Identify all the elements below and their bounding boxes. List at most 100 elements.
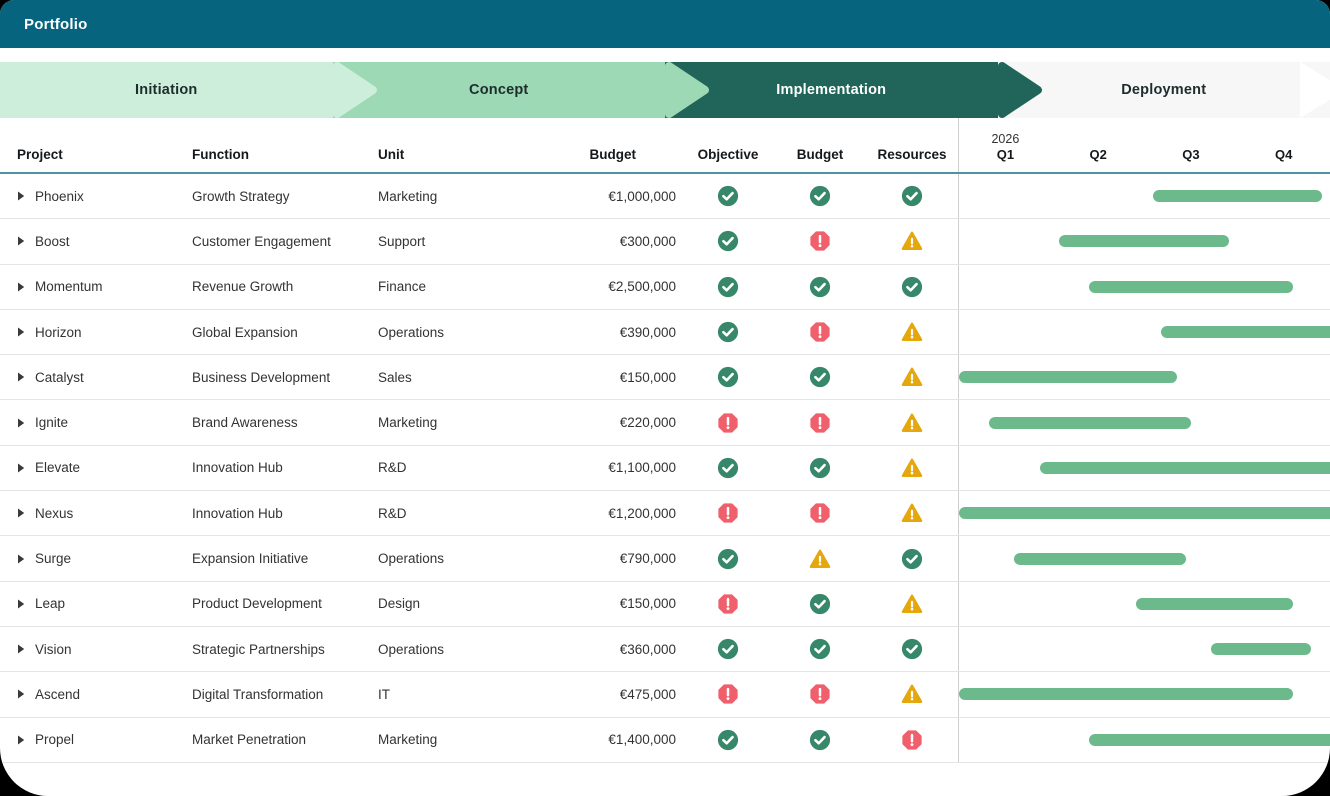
function-cell: Expansion Initiative [192, 551, 309, 567]
resources-status-ok [866, 185, 958, 207]
table-row[interactable]: Ascend Digital Transformation IT €475,00… [0, 672, 1330, 718]
table-row[interactable]: Elevate Innovation Hub R&D €1,100,000 [0, 445, 1330, 492]
phase-concept[interactable]: Concept [332, 62, 709, 118]
table-row[interactable]: Horizon Global Expansion Operations €390… [0, 309, 1330, 356]
column-header-budget: Budget [589, 147, 637, 162]
table-row[interactable]: Catalyst Business Development Sales €150… [0, 355, 1330, 401]
function-cell: Innovation Hub [192, 505, 283, 521]
gantt-cell [958, 445, 1330, 491]
budget-cell: €1,000,000 [608, 188, 676, 204]
resources-status-warn [866, 683, 958, 705]
unit-cell: Finance [378, 279, 427, 295]
quarter-label-q3: Q3 [1182, 147, 1200, 162]
table-row[interactable]: Propel Market Penetration Marketing €1,4… [0, 717, 1330, 763]
gantt-bar[interactable] [959, 507, 1330, 520]
status-ok-icon [717, 231, 739, 252]
gantt-bar[interactable] [1059, 235, 1230, 248]
status-ok-icon [717, 729, 739, 750]
table-row[interactable]: Surge Expansion Initiative Operations €7… [0, 536, 1330, 582]
status-ok-icon [717, 186, 739, 207]
objective-status-alert [682, 683, 774, 705]
unit-cell: Operations [378, 551, 445, 567]
table-row[interactable]: Momentum Revenue Growth Finance €2,500,0… [0, 264, 1330, 310]
status-ok-icon [717, 457, 739, 479]
resources-status-warn [866, 321, 958, 343]
project-name: Propel [35, 732, 75, 748]
column-header-objective: Objective [697, 147, 759, 162]
gantt-cell [958, 264, 1330, 309]
expand-row-icon[interactable] [17, 282, 25, 292]
phase-label: Implementation [776, 82, 887, 98]
budget-cell: €2,500,000 [608, 279, 676, 295]
status-warn-icon [901, 503, 923, 523]
phase-initiation[interactable]: Initiation [0, 62, 377, 118]
gantt-bar[interactable] [1088, 280, 1293, 293]
table-row[interactable]: Nexus Innovation Hub R&D €1,200,000 [0, 491, 1330, 537]
expand-row-icon[interactable] [17, 554, 25, 564]
gantt-bar[interactable] [1136, 597, 1293, 610]
gantt-bar[interactable] [1161, 326, 1330, 339]
unit-cell: Operations [378, 324, 445, 340]
unit-cell: IT [378, 686, 390, 702]
gantt-bar[interactable] [1088, 733, 1330, 746]
objective-status-ok [682, 230, 774, 252]
table-row[interactable]: Vision Strategic Partnerships Operations… [0, 626, 1330, 673]
gantt-bar[interactable] [1152, 190, 1322, 203]
app-header: Portfolio [0, 0, 1330, 48]
expand-row-icon[interactable] [17, 689, 25, 699]
year-label: 2026 [991, 132, 1020, 146]
column-header-budget-status: Budget [796, 147, 844, 162]
gantt-bar[interactable] [1013, 552, 1187, 565]
expand-row-icon[interactable] [17, 327, 25, 337]
quarter-label-q1: Q1 [996, 147, 1015, 162]
quarter-labels: Q1 Q2 Q3 Q4 [959, 147, 1330, 172]
gantt-bar[interactable] [959, 371, 1178, 384]
phase-deployment[interactable]: Deployment [997, 62, 1330, 118]
budget-cell: €475,000 [619, 686, 676, 702]
expand-row-icon[interactable] [17, 644, 25, 654]
expand-row-icon[interactable] [17, 599, 25, 609]
table-row[interactable]: Leap Product Development Design €150,000 [0, 581, 1330, 627]
budget-cell: €390,000 [619, 324, 676, 340]
objective-status-ok [682, 185, 774, 207]
status-ok-icon [809, 457, 831, 479]
table-row[interactable]: Ignite Brand Awareness Marketing €220,00… [0, 400, 1330, 446]
objective-status-ok [682, 548, 774, 570]
expand-row-icon[interactable] [17, 463, 25, 473]
status-warn-icon [901, 594, 923, 613]
unit-cell: Operations [378, 641, 445, 657]
gantt-cell [958, 536, 1330, 581]
expand-row-icon[interactable] [17, 735, 25, 745]
budget-cell: €360,000 [619, 641, 676, 657]
expand-row-icon[interactable] [17, 372, 25, 382]
gantt-bar[interactable] [959, 688, 1293, 701]
status-warn-icon [901, 367, 923, 387]
phase-implementation[interactable]: Implementation [665, 62, 1042, 118]
gantt-cell [958, 219, 1330, 264]
budget-cell: €1,200,000 [608, 505, 676, 521]
gantt-cell [958, 355, 1330, 400]
status-ok-icon [717, 321, 739, 343]
gantt-bar[interactable] [1039, 461, 1330, 474]
status-ok-icon [901, 276, 923, 297]
expand-row-icon[interactable] [17, 418, 25, 428]
table-row[interactable]: Phoenix Growth Strategy Marketing €1,000… [0, 174, 1330, 220]
table-row[interactable]: Boost Customer Engagement Support €300,0… [0, 219, 1330, 265]
project-name: Momentum [35, 279, 103, 295]
expand-row-icon[interactable] [17, 236, 25, 246]
unit-cell: Marketing [378, 415, 438, 431]
project-name: Boost [35, 233, 70, 249]
status-alert-icon [902, 730, 922, 750]
page-title: Portfolio [24, 15, 88, 33]
expand-row-icon[interactable] [17, 191, 25, 201]
gantt-bar[interactable] [1211, 643, 1311, 656]
status-warn-icon [809, 549, 831, 568]
resources-status-ok [866, 638, 958, 660]
project-name: Horizon [35, 324, 82, 340]
objective-status-ok [682, 276, 774, 298]
expand-row-icon[interactable] [17, 508, 25, 518]
gantt-bar[interactable] [989, 416, 1191, 429]
resources-status-warn [866, 412, 958, 434]
status-warn-icon [901, 685, 923, 704]
